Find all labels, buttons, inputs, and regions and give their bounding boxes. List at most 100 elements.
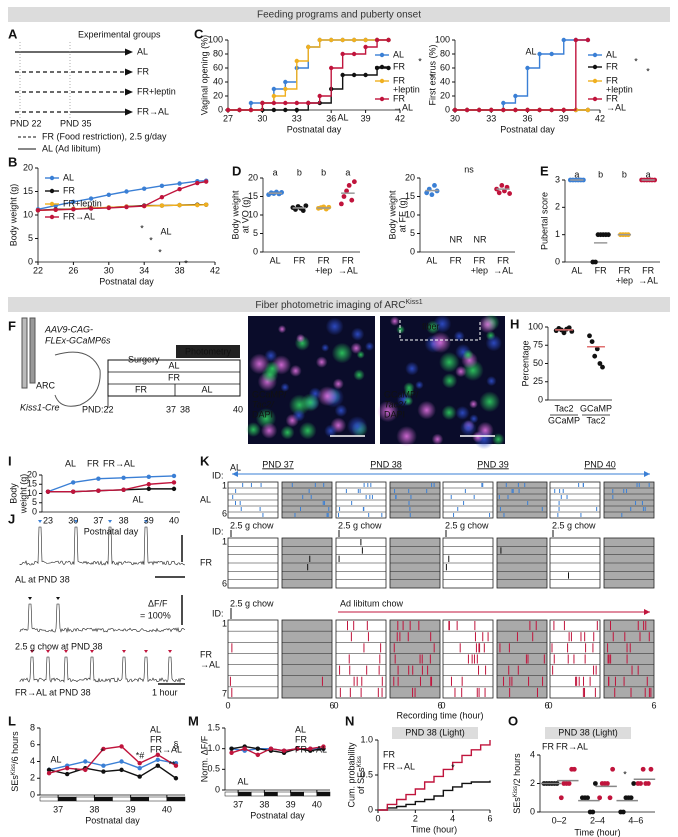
- series-point: [321, 744, 326, 749]
- arrow-head: [125, 68, 133, 76]
- annotation: AL: [132, 494, 143, 504]
- x-tick-label: →AL: [338, 265, 358, 275]
- light-dark-bar: [277, 791, 291, 797]
- series-point: [203, 179, 209, 184]
- annotation: *: [623, 769, 627, 779]
- series-point: [71, 489, 76, 494]
- legend-label: FR: [393, 75, 405, 85]
- arrow-head: [125, 48, 133, 56]
- series-point: [242, 746, 247, 751]
- series-point: [476, 107, 482, 113]
- x-tick-label: 39: [286, 799, 296, 809]
- y-tick-label: 6: [30, 739, 35, 749]
- y-tick-label: 5: [28, 233, 33, 243]
- cell: [334, 404, 348, 417]
- series-line: [47, 475, 175, 493]
- x-axis-label: Postnatal day: [85, 815, 140, 825]
- y-tick-label: 20: [213, 90, 223, 100]
- cell: [331, 342, 353, 364]
- legend-label: AL: [606, 49, 617, 59]
- light-dark-bar: [166, 796, 186, 802]
- data-point: [429, 192, 435, 198]
- virus: AAV9-CAG-: [44, 324, 93, 334]
- y-tick-label: 15: [405, 191, 415, 201]
- series-point: [329, 37, 334, 43]
- day-label: PND 38: [370, 459, 402, 469]
- cell: [245, 422, 261, 437]
- y-tick-label: 0: [30, 789, 35, 799]
- series-point: [363, 72, 368, 78]
- series-point: [561, 37, 566, 43]
- series-point: [46, 767, 52, 773]
- y-axis-label: First estrus (%): [427, 44, 437, 105]
- series-point: [549, 107, 554, 113]
- legend-marker: [49, 214, 55, 220]
- series-point: [106, 192, 112, 197]
- y-tick-label: 10: [248, 209, 258, 219]
- series-point: [306, 100, 311, 106]
- series-point: [171, 480, 177, 485]
- data-point: [349, 197, 355, 203]
- annotation: §: [173, 739, 178, 749]
- y-axis-label-part: SEs: [10, 775, 20, 792]
- cell: [486, 375, 497, 387]
- series-point: [124, 189, 129, 194]
- series-point: [501, 107, 506, 113]
- id-label: 1: [222, 536, 227, 546]
- data-point: [593, 259, 598, 265]
- series-point: [155, 763, 161, 768]
- x-tick-label: GCaMP: [548, 415, 580, 425]
- annotation: *: [451, 762, 455, 772]
- series-point: [386, 37, 391, 43]
- series-point: [464, 107, 470, 113]
- x-tick-label: 37: [53, 804, 63, 814]
- y-axis-label: Percentage: [520, 340, 530, 386]
- y-tick-label: 1: [555, 229, 560, 239]
- y-axis-label-part: Kiss: [11, 764, 17, 775]
- cell: [301, 393, 320, 412]
- y-axis-label: Pubertal score: [539, 192, 549, 250]
- x-axis-label: Postnatal day: [287, 124, 342, 134]
- cell: [462, 349, 474, 361]
- group-label: FR: [200, 557, 212, 567]
- x-tick-label: 42: [210, 265, 220, 275]
- x-tick-label: FR: [342, 255, 354, 265]
- cell: [404, 387, 415, 398]
- sig-label: a: [273, 167, 278, 177]
- series-point: [573, 37, 579, 43]
- cell: [460, 419, 477, 436]
- annotation: *: [418, 56, 422, 66]
- series-point: [294, 100, 299, 106]
- x-tick-label: +lep: [315, 265, 332, 275]
- data-point: [496, 190, 502, 196]
- y-tick-label: 15: [23, 186, 33, 196]
- y-tick-label: 25: [533, 376, 543, 386]
- y-tick-label: 2: [30, 773, 35, 783]
- cell: [289, 364, 302, 377]
- panel-letter: B: [8, 154, 17, 169]
- legend-label: FR→AL: [556, 741, 588, 751]
- series-point: [142, 186, 147, 191]
- bar-label: AL: [168, 360, 179, 370]
- x-tick-label: 0: [375, 813, 380, 823]
- cell: [325, 317, 344, 336]
- x-axis-label: Time (hour): [574, 827, 620, 837]
- y-tick-label: 10: [23, 209, 33, 219]
- x-tick-label: 39: [559, 113, 569, 123]
- series-point: [537, 51, 542, 57]
- cell: [321, 343, 330, 352]
- x-tick-label: 40: [162, 804, 172, 814]
- series-point: [171, 473, 177, 479]
- x-tick-label: FR: [450, 255, 462, 265]
- x-axis-label: Time (hour): [411, 824, 457, 834]
- y-tick-label: 1.5: [207, 722, 220, 732]
- y-tick-label: 5: [253, 228, 258, 238]
- x-tick-label: 34: [139, 265, 149, 275]
- legend-marker: [379, 78, 385, 84]
- event-marker: [64, 650, 68, 653]
- legend-label: +leptin: [393, 84, 420, 94]
- series-point: [106, 205, 112, 211]
- series-point: [177, 202, 182, 208]
- y-axis-label-part: /2 hours: [512, 753, 522, 786]
